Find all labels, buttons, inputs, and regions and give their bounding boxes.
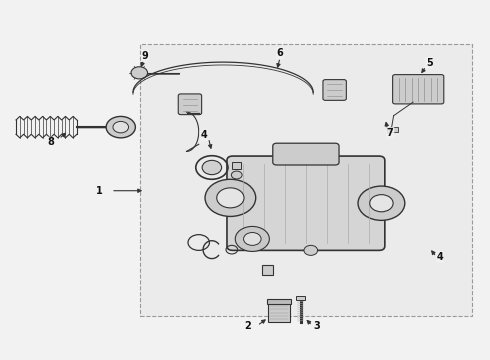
Text: 8: 8 (48, 138, 54, 148)
Bar (268, 298, 291, 303)
Text: 1: 1 (96, 186, 102, 196)
Circle shape (217, 188, 244, 208)
Text: 9: 9 (142, 51, 148, 61)
Bar (389, 127, 397, 132)
FancyBboxPatch shape (227, 156, 385, 250)
Text: 6: 6 (277, 48, 283, 58)
FancyBboxPatch shape (178, 94, 202, 114)
Circle shape (202, 160, 221, 175)
Circle shape (231, 171, 242, 179)
Bar (295, 296, 305, 300)
Bar (140, 44, 471, 316)
Bar (262, 265, 273, 275)
Text: 4: 4 (437, 252, 443, 262)
Circle shape (370, 195, 393, 212)
Bar (232, 162, 241, 168)
Text: 7: 7 (387, 128, 393, 138)
Circle shape (304, 246, 318, 255)
Circle shape (106, 116, 135, 138)
Text: 4: 4 (200, 130, 207, 140)
Circle shape (358, 186, 405, 220)
Bar (269, 301, 290, 322)
FancyBboxPatch shape (273, 143, 339, 165)
FancyBboxPatch shape (392, 75, 444, 104)
FancyBboxPatch shape (323, 80, 346, 100)
Text: 3: 3 (314, 321, 320, 331)
Text: 5: 5 (426, 58, 433, 68)
Circle shape (205, 179, 256, 216)
Circle shape (244, 233, 261, 246)
Circle shape (131, 67, 147, 79)
Text: 2: 2 (244, 321, 251, 331)
Circle shape (235, 226, 270, 251)
Circle shape (113, 121, 128, 133)
